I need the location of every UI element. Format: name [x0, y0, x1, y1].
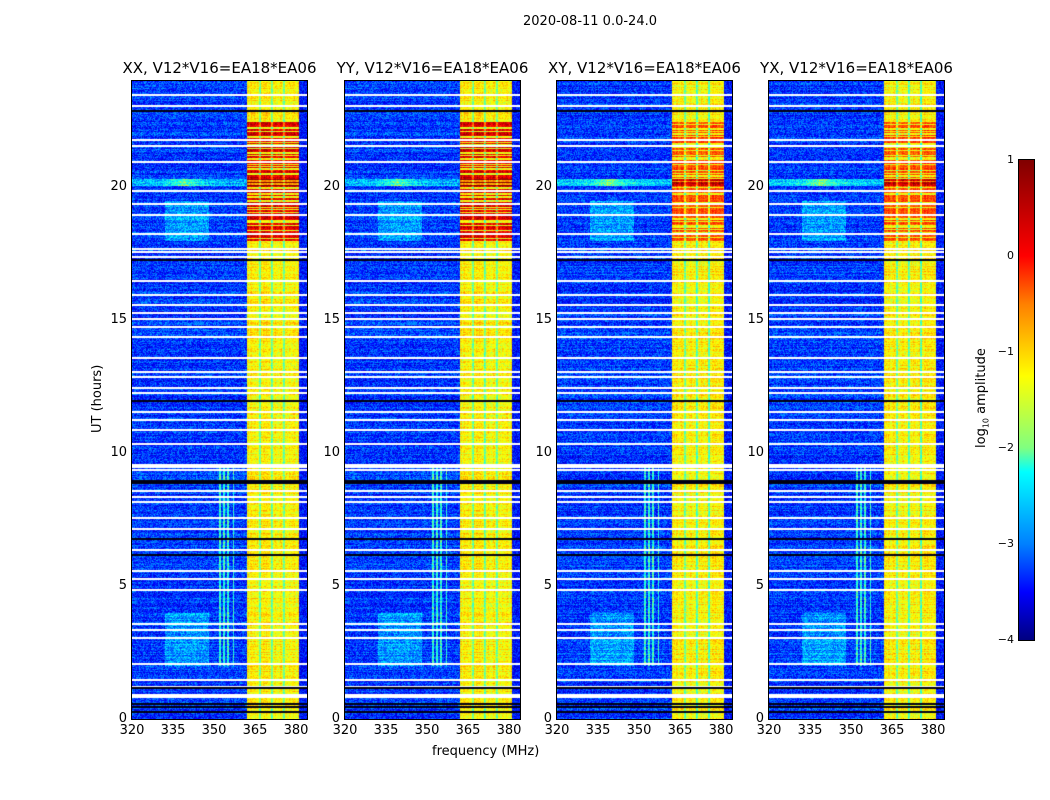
- y-tick-label: 0: [331, 711, 340, 726]
- x-tick-label: 335: [797, 723, 823, 738]
- panel-title: XY, V12*V16=EA18*EA06: [548, 59, 741, 77]
- spectrogram-heatmap: [132, 81, 307, 719]
- panel-title: YX, V12*V16=EA18*EA06: [760, 59, 953, 77]
- colorbar-tick-label: −2: [997, 441, 1014, 454]
- y-tick-label: 10: [323, 445, 340, 461]
- colorbar-label: log10 amplitude: [974, 348, 991, 448]
- x-tick-label: 335: [373, 723, 399, 738]
- y-tick-label: 10: [535, 445, 552, 461]
- spectrogram-panel: [131, 80, 308, 720]
- x-tick-label: 350: [626, 723, 652, 738]
- y-tick-label: 20: [323, 179, 340, 195]
- colorbar-tick-label: 0: [1007, 249, 1014, 262]
- y-tick-label: 20: [110, 179, 127, 195]
- x-tick-label: 380: [920, 723, 946, 738]
- x-tick-label: 380: [708, 723, 734, 738]
- y-tick-label: 5: [755, 578, 764, 594]
- colorbar: [1018, 159, 1035, 641]
- spectrogram-heatmap: [557, 81, 732, 719]
- y-tick-label: 5: [118, 578, 127, 594]
- y-tick-label: 20: [535, 179, 552, 195]
- x-tick-label: 320: [119, 723, 145, 738]
- x-tick-label: 350: [201, 723, 227, 738]
- x-tick-label: 365: [667, 723, 693, 738]
- y-tick-label: 5: [331, 578, 340, 594]
- panel-title: XX, V12*V16=EA18*EA06: [122, 59, 317, 77]
- spectrogram-panel: [344, 80, 521, 720]
- x-tick-label: 335: [585, 723, 611, 738]
- spectrogram-heatmap: [769, 81, 944, 719]
- y-tick-label: 15: [747, 312, 764, 328]
- panel-title: YY, V12*V16=EA18*EA06: [336, 59, 529, 77]
- x-tick-label: 365: [879, 723, 905, 738]
- y-tick-label: 5: [543, 578, 552, 594]
- colorbar-tick-label: −1: [997, 345, 1014, 358]
- x-tick-label: 320: [544, 723, 570, 738]
- y-tick-label: 0: [755, 711, 764, 726]
- x-axis-label: frequency (MHz): [432, 744, 540, 759]
- x-tick-label: 320: [756, 723, 782, 738]
- y-tick-label: 0: [543, 711, 552, 726]
- y-tick-label: 20: [747, 179, 764, 195]
- spectrogram-panel: [556, 80, 733, 720]
- x-tick-label: 335: [160, 723, 186, 738]
- colorbar-tick-label: −3: [997, 537, 1014, 550]
- x-tick-label: 350: [414, 723, 440, 738]
- y-axis-label: UT (hours): [90, 364, 105, 433]
- spectrogram-panel: [768, 80, 945, 720]
- y-tick-label: 10: [747, 445, 764, 461]
- y-tick-label: 15: [535, 312, 552, 328]
- x-tick-label: 320: [332, 723, 358, 738]
- y-tick-label: 15: [110, 312, 127, 328]
- x-tick-label: 365: [455, 723, 481, 738]
- y-tick-label: 0: [118, 711, 127, 726]
- spectrogram-heatmap: [345, 81, 520, 719]
- y-tick-label: 15: [323, 312, 340, 328]
- figure-title: 2020-08-11 0.0-24.0: [523, 14, 657, 29]
- y-tick-label: 10: [110, 445, 127, 461]
- colorbar-tick-label: 1: [1007, 153, 1014, 166]
- x-tick-label: 380: [496, 723, 522, 738]
- colorbar-tick-label: −4: [997, 633, 1014, 646]
- x-tick-label: 365: [242, 723, 268, 738]
- x-tick-label: 350: [838, 723, 864, 738]
- x-tick-label: 380: [283, 723, 309, 738]
